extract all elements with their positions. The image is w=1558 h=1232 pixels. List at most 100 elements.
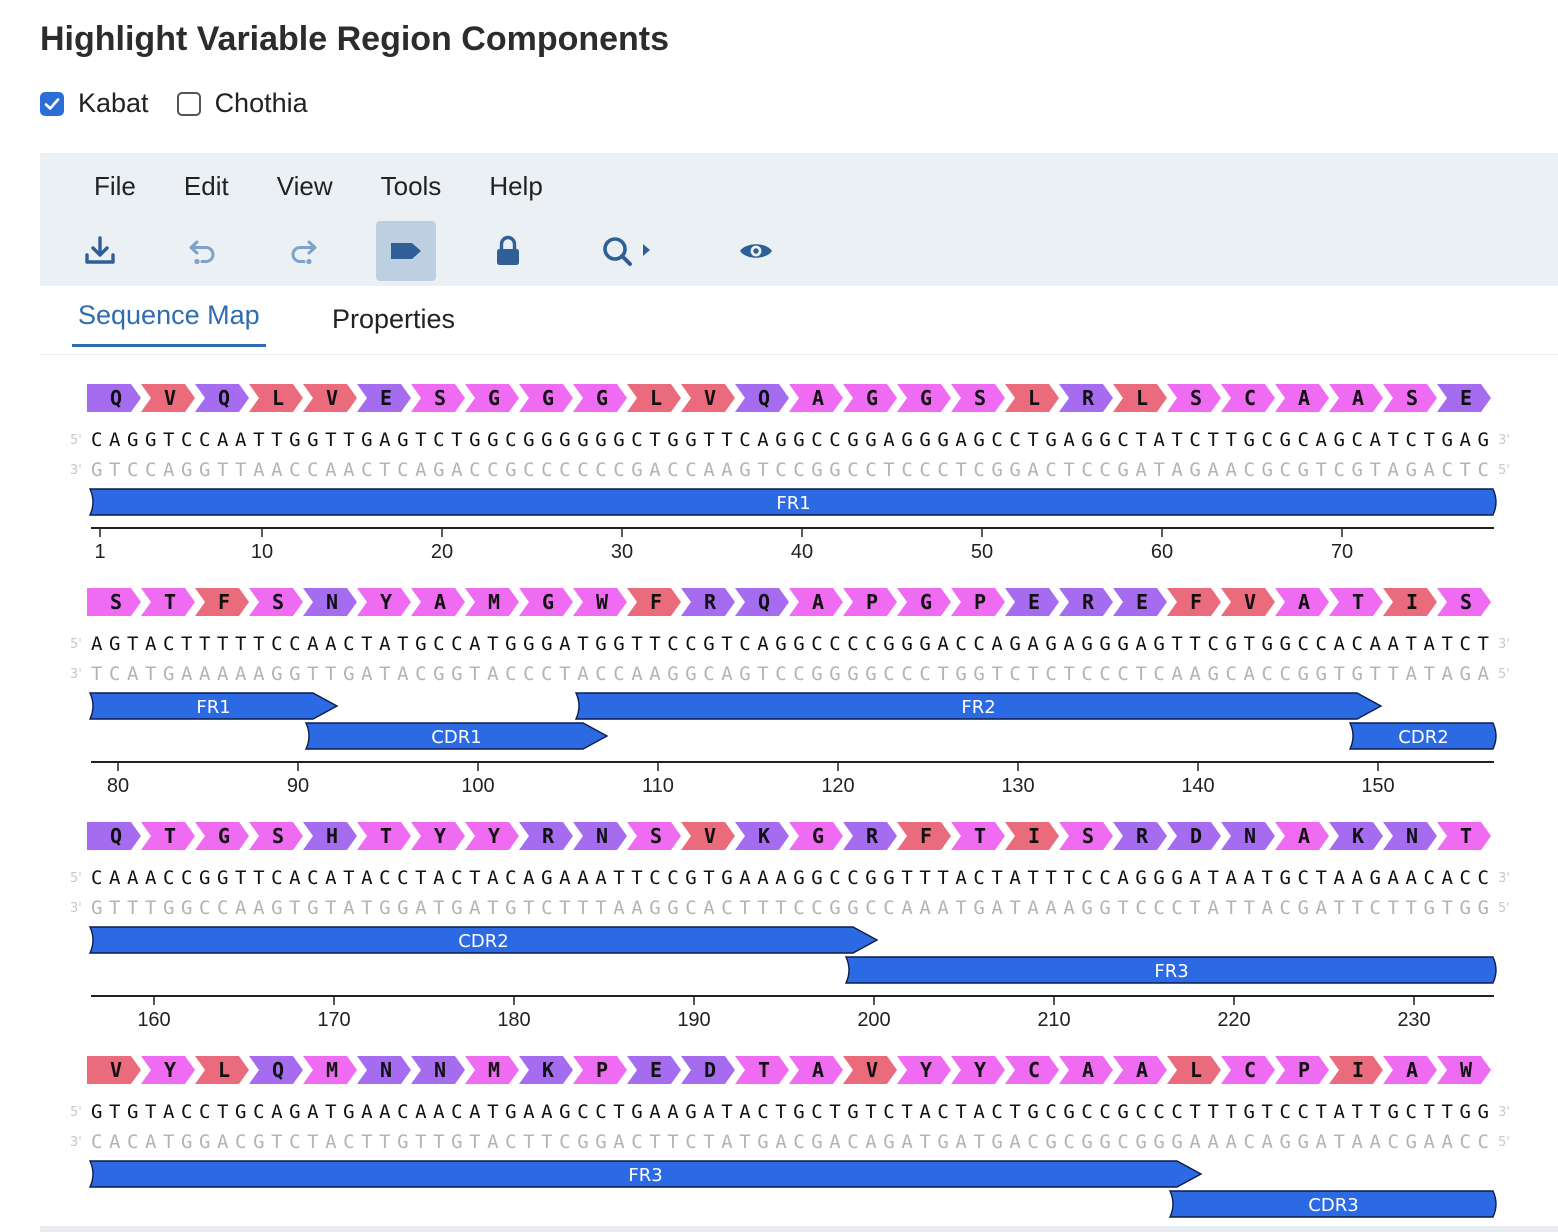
feature-fr3[interactable] [844,956,1497,984]
amino-acid[interactable] [1113,588,1167,616]
amino-acid[interactable] [249,384,303,412]
amino-acid[interactable] [357,822,411,850]
amino-acid[interactable] [411,822,465,850]
feature-fr1[interactable] [88,488,1497,516]
reverse-strand[interactable]: TCATGAAAAAGGTTGATACGGTACCCTACCAAGGCAGTCC… [91,663,1490,685]
amino-acid[interactable] [1275,588,1329,616]
amino-acid[interactable] [681,384,735,412]
download-button[interactable] [70,221,130,281]
reverse-strand[interactable]: GTCCAGGTTAACCAACTCAGACCGCCCCCCGACCAAGTCC… [91,459,1489,481]
amino-acid[interactable] [1437,1056,1491,1084]
amino-acid[interactable] [1329,1056,1383,1084]
amino-acid[interactable] [1221,1056,1275,1084]
amino-acid[interactable] [303,1056,357,1084]
amino-acid[interactable] [411,588,465,616]
view-button[interactable] [726,221,786,281]
amino-acid[interactable] [1383,384,1437,412]
amino-acid[interactable] [195,384,249,412]
lock-button[interactable] [478,221,538,281]
amino-acid[interactable] [1437,588,1491,616]
amino-acid[interactable] [141,384,195,412]
feature-cdr2[interactable] [88,926,879,954]
amino-acid[interactable] [627,588,681,616]
amino-acid[interactable] [195,1056,249,1084]
search-button[interactable] [596,221,666,281]
feature-fr1[interactable] [88,692,339,720]
amino-acid[interactable] [897,1056,951,1084]
amino-acid[interactable] [1005,384,1059,412]
amino-acid[interactable] [681,822,735,850]
amino-acid[interactable] [357,1056,411,1084]
amino-acid[interactable] [1383,588,1437,616]
tab-properties[interactable]: Properties [332,304,456,334]
amino-acid[interactable] [1167,384,1221,412]
amino-acid[interactable] [1329,588,1383,616]
amino-acid[interactable] [1383,1056,1437,1084]
amino-acid[interactable] [1167,588,1221,616]
amino-acid[interactable] [897,384,951,412]
amino-acid[interactable] [1005,1056,1059,1084]
amino-acid[interactable] [735,588,789,616]
amino-acid[interactable] [1221,822,1275,850]
amino-acid[interactable] [465,822,519,850]
amino-acid[interactable] [519,588,573,616]
amino-acid[interactable] [1167,1056,1221,1084]
kabat-label[interactable]: Kabat [78,88,149,118]
amino-acid[interactable] [519,822,573,850]
amino-acid[interactable] [573,1056,627,1084]
amino-acid[interactable] [681,1056,735,1084]
amino-acid[interactable] [1221,588,1275,616]
amino-acid[interactable] [1059,588,1113,616]
amino-acid[interactable] [1275,1056,1329,1084]
amino-acid[interactable] [519,384,573,412]
amino-acid[interactable] [789,588,843,616]
amino-acid[interactable] [735,822,789,850]
amino-acid[interactable] [627,384,681,412]
amino-acid[interactable] [1275,384,1329,412]
amino-acid[interactable] [411,1056,465,1084]
amino-acid[interactable] [843,588,897,616]
amino-acid[interactable] [1437,384,1491,412]
amino-acid[interactable] [357,384,411,412]
amino-acid[interactable] [735,384,789,412]
amino-acid[interactable] [573,588,627,616]
forward-strand[interactable]: GTGTACCTGCAGATGAACAACATGAAGCCTGAAGATACTG… [91,1101,1489,1123]
amino-acid[interactable] [897,822,951,850]
amino-acid[interactable] [951,588,1005,616]
amino-acid[interactable] [627,822,681,850]
amino-acid[interactable] [141,588,195,616]
feature-cdr1[interactable] [304,722,609,750]
amino-acid[interactable] [951,1056,1005,1084]
undo-button[interactable] [172,221,232,281]
amino-acid[interactable] [1221,384,1275,412]
feature-fr2[interactable] [574,692,1383,720]
tab-sequence-map[interactable]: Sequence Map [72,300,266,347]
amino-acid[interactable] [1167,822,1221,850]
menu-file[interactable]: File [94,171,136,201]
amino-acid[interactable] [519,1056,573,1084]
amino-acid[interactable] [87,588,141,616]
amino-acid[interactable] [195,822,249,850]
amino-acid[interactable] [465,588,519,616]
amino-acid[interactable] [1059,384,1113,412]
reverse-strand[interactable]: CACATGGACGTCTACTTGTTGTACTTCGGACTTCTATGAC… [91,1131,1489,1153]
amino-acid[interactable] [465,384,519,412]
amino-acid[interactable] [87,384,141,412]
amino-acid[interactable] [1329,384,1383,412]
amino-acid[interactable] [1113,822,1167,850]
amino-acid[interactable] [1059,1056,1113,1084]
amino-acid[interactable] [735,1056,789,1084]
amino-acid[interactable] [1275,822,1329,850]
forward-strand[interactable]: CAAACCGGTTCACATACCTACTACAGAAATTCCGTGAAAG… [91,867,1489,889]
amino-acid[interactable] [141,822,195,850]
amino-acid[interactable] [789,822,843,850]
amino-acid[interactable] [951,822,1005,850]
amino-acid[interactable] [1383,822,1437,850]
amino-acid[interactable] [141,1056,195,1084]
forward-strand[interactable]: CAGGTCCAATTGGTTGAGTCTGGCGGGGGGCTGGTTCAGG… [91,429,1489,451]
amino-acid[interactable] [1059,822,1113,850]
amino-acid[interactable] [195,588,249,616]
amino-acid[interactable] [1329,822,1383,850]
chothia-label[interactable]: Chothia [214,88,308,118]
menu-view[interactable]: View [276,171,333,201]
